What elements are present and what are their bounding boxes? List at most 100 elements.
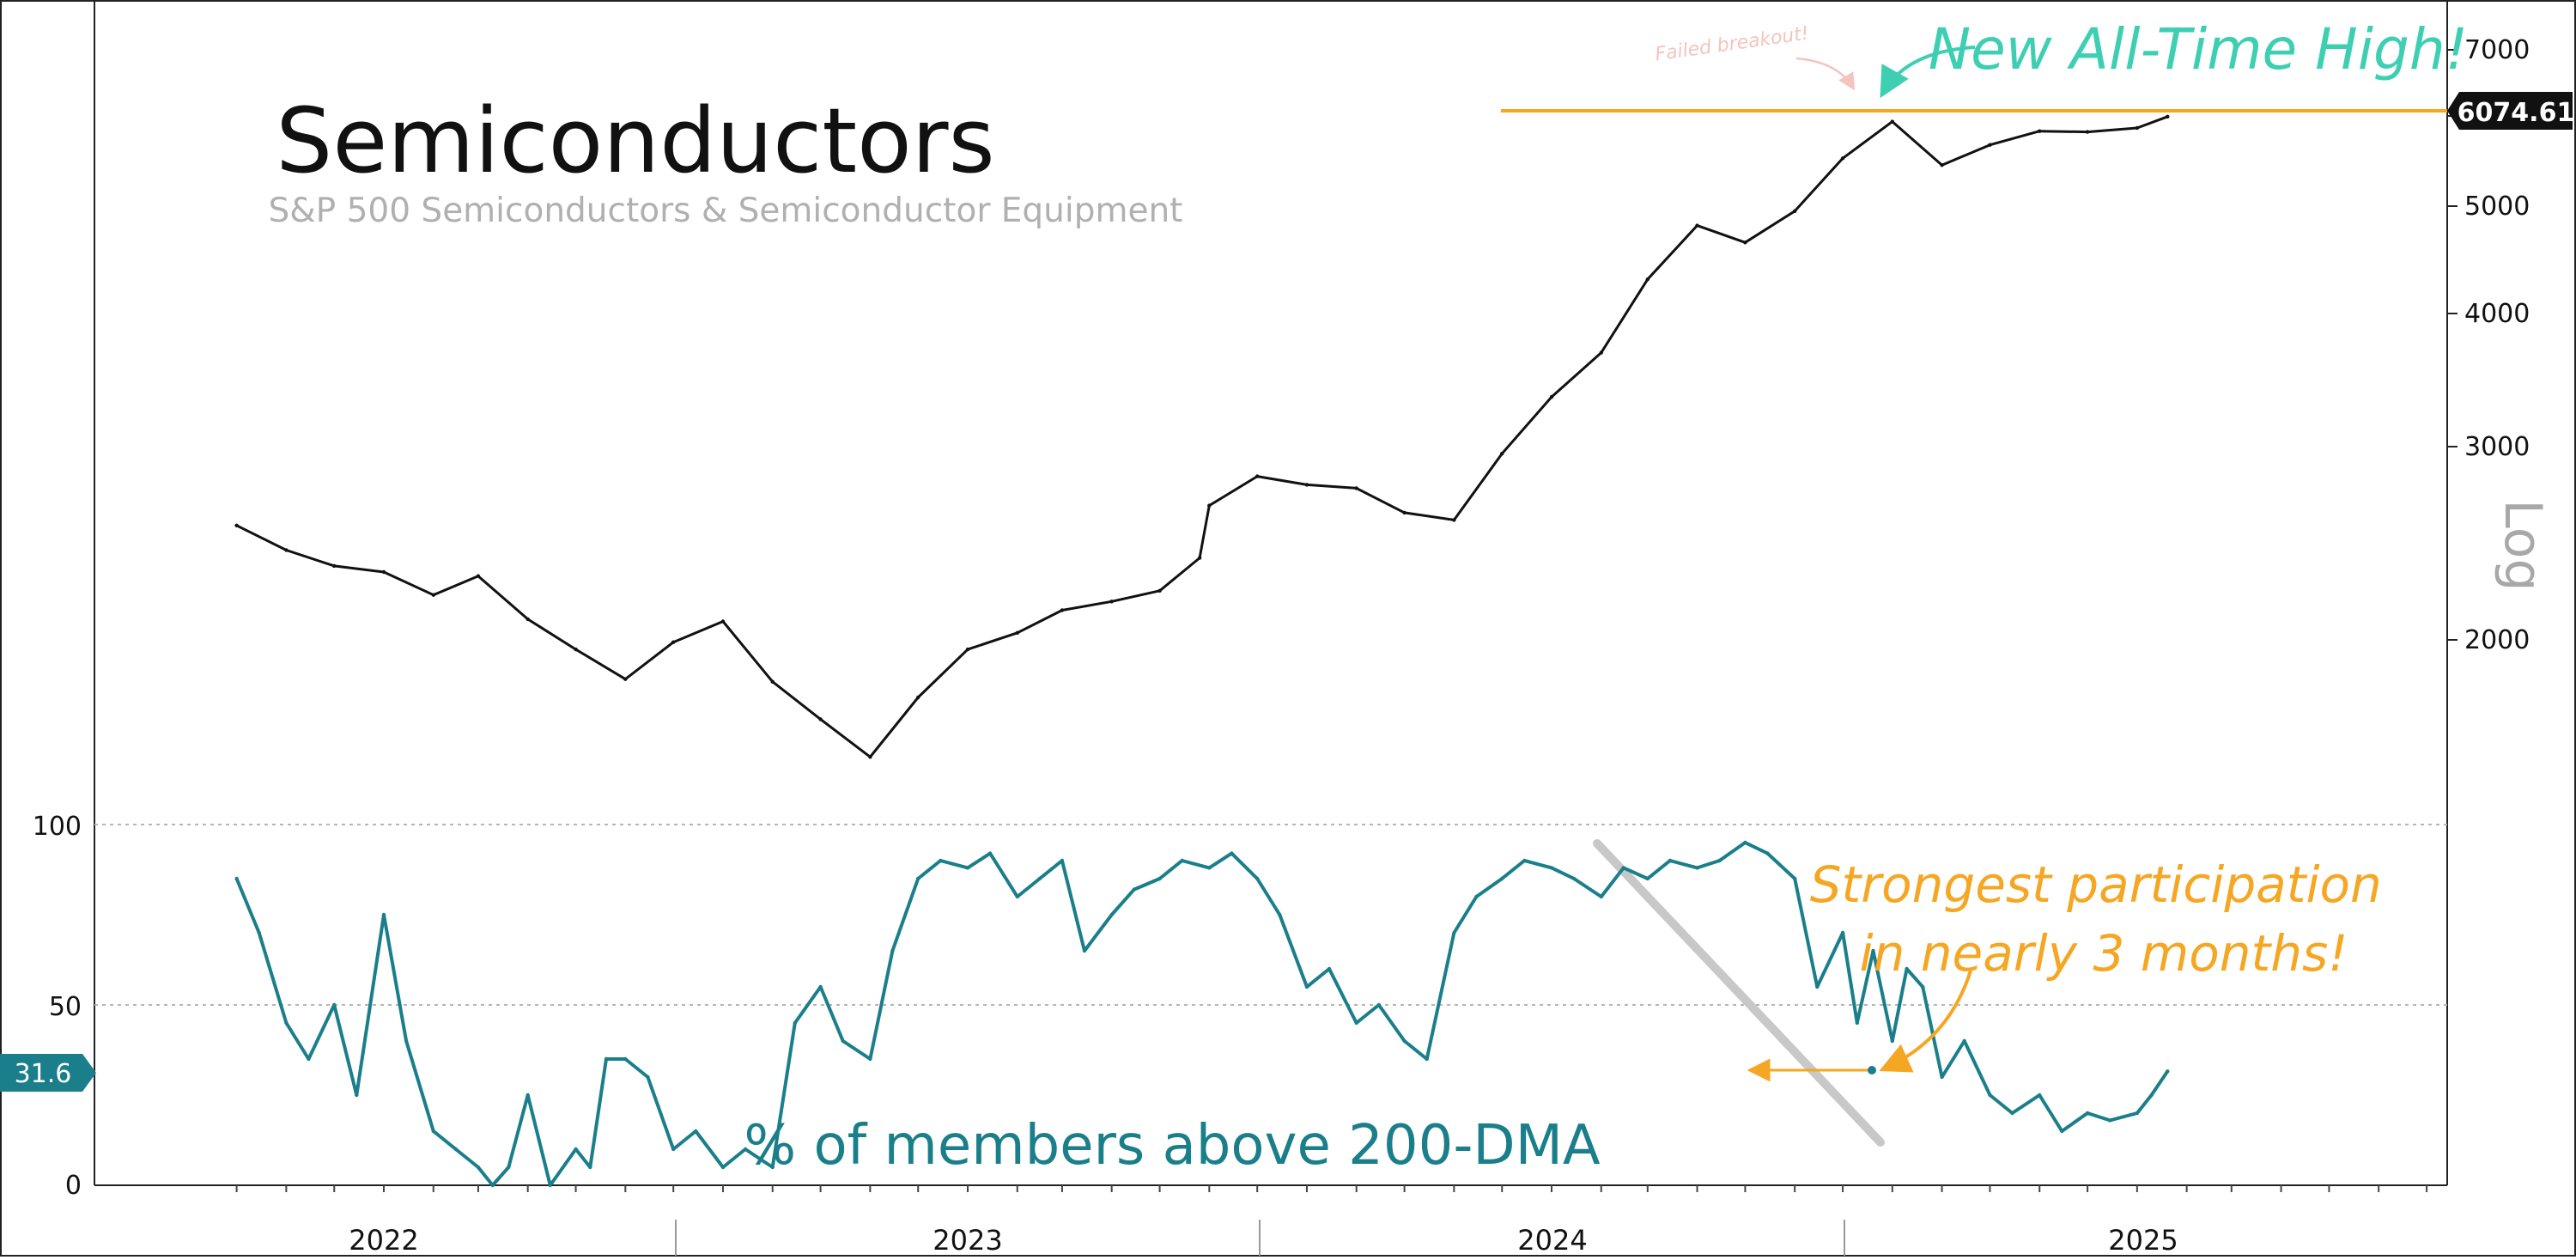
breadth-point <box>1015 894 1020 899</box>
breadth-point <box>1180 858 1184 863</box>
breadth-point <box>1132 887 1137 892</box>
price-point <box>623 677 628 681</box>
breadth-point <box>890 948 895 953</box>
breadth-point <box>431 1129 435 1134</box>
breadth-point <box>1230 851 1234 855</box>
price-point <box>1015 630 1020 635</box>
breadth-point <box>1905 966 1909 971</box>
price-point <box>1060 608 1065 612</box>
price-point <box>1207 503 1212 508</box>
xtick-label-2025: 2025 <box>2108 1224 2178 1257</box>
breadth-point <box>1815 984 1820 989</box>
price-point <box>2085 130 2090 134</box>
last-breadth-label: 31.6 <box>0 1054 96 1092</box>
breadth-point <box>987 851 993 855</box>
price-point <box>818 717 823 721</box>
breadth-point <box>623 1056 628 1062</box>
breadth-point <box>2085 1111 2090 1116</box>
breadth-point <box>1376 1002 1382 1007</box>
price-point <box>332 563 337 569</box>
price-ytick-label: 3000 <box>2464 432 2530 462</box>
breadth-point <box>1549 866 1554 870</box>
breadth-point <box>1765 851 1770 855</box>
breadth-point <box>307 1056 311 1062</box>
breadth-point <box>2060 1129 2064 1134</box>
participation-annotation: Strongest participation in nearly 3 mont… <box>1810 855 2398 983</box>
price-point <box>1354 486 1358 490</box>
breadth-point <box>1304 984 1309 989</box>
breadth-point <box>2108 1118 2112 1123</box>
breadth-point <box>490 1183 495 1188</box>
breadth-point <box>868 1056 872 1062</box>
breadth-point <box>1793 876 1797 881</box>
price-point <box>381 569 386 575</box>
breadth-point <box>1500 876 1504 881</box>
breadth-point <box>1717 858 1722 863</box>
breadth-point <box>1645 876 1650 881</box>
breadth-point <box>1871 948 1875 953</box>
price-point <box>770 679 775 684</box>
breadth-point <box>1157 876 1162 881</box>
breadth-point <box>476 1165 481 1170</box>
breadth-point <box>1037 876 1042 881</box>
breadth-point <box>1082 948 1087 953</box>
price-point <box>1890 119 1894 124</box>
price-point <box>1549 394 1554 399</box>
breadth-point <box>257 930 261 935</box>
chart-title: Semiconductors <box>276 88 994 193</box>
breadth-point <box>507 1165 511 1170</box>
breadth-point <box>818 984 823 989</box>
breadth-point <box>1668 858 1673 863</box>
breadth-point <box>2135 1111 2140 1116</box>
breadth-ytick-label: 50 <box>49 992 82 1022</box>
price-point <box>1157 588 1162 593</box>
price-point <box>1793 209 1797 213</box>
xtick-label-2024: 2024 <box>1517 1224 1587 1257</box>
breadth-point <box>1474 894 1479 899</box>
price-point <box>965 647 970 652</box>
price-point <box>574 647 578 652</box>
price-ytick-label: 5000 <box>2464 192 2530 222</box>
price-point <box>1840 156 1845 161</box>
price-point <box>2038 129 2042 133</box>
xtick-label-2022: 2022 <box>349 1224 418 1257</box>
xtick-label-2023: 2023 <box>933 1224 1002 1257</box>
breadth-point <box>1255 876 1260 881</box>
failed-breakout-arrow <box>1795 57 1856 91</box>
breadth-point <box>793 1020 797 1026</box>
price-ytick-label: 4000 <box>2464 299 2530 329</box>
breadth-point <box>2038 1093 2042 1098</box>
breadth-point <box>284 1020 289 1026</box>
breadth-point <box>604 1056 609 1062</box>
price-ytick-label: 7000 <box>2464 35 2530 65</box>
participation-annotation-line2: in nearly 3 months! <box>1859 924 2348 983</box>
price-point <box>1645 277 1650 282</box>
breadth-point <box>1452 930 1456 935</box>
price-point <box>868 755 872 759</box>
breadth-ytick-label: 100 <box>33 812 82 842</box>
price-point <box>720 619 726 624</box>
price-point <box>671 640 676 644</box>
breadth-point <box>916 876 920 881</box>
participation-arrow <box>1879 970 1972 1073</box>
price-point <box>1500 452 1504 456</box>
last-price-value: 6074.61 <box>2458 98 2575 128</box>
breadth-title: % of members above 200-DMA <box>744 1114 1601 1178</box>
breadth-point <box>841 1038 845 1044</box>
price-point <box>1695 223 1699 228</box>
breadth-point <box>939 858 943 863</box>
breadth-point <box>2166 1069 2170 1074</box>
breadth-point <box>355 1093 359 1098</box>
breadth-point <box>743 1147 748 1152</box>
breadth-point <box>1354 1020 1358 1026</box>
breadth-point <box>1278 912 1282 917</box>
breadth-point <box>1743 840 1747 845</box>
breadth-point <box>1207 866 1212 870</box>
breadth-point <box>965 866 970 870</box>
price-point <box>1304 483 1309 487</box>
price-ytick-label: 2000 <box>2464 625 2530 655</box>
last-breadth-dot <box>1868 1066 1876 1074</box>
breadth-point <box>671 1147 676 1152</box>
